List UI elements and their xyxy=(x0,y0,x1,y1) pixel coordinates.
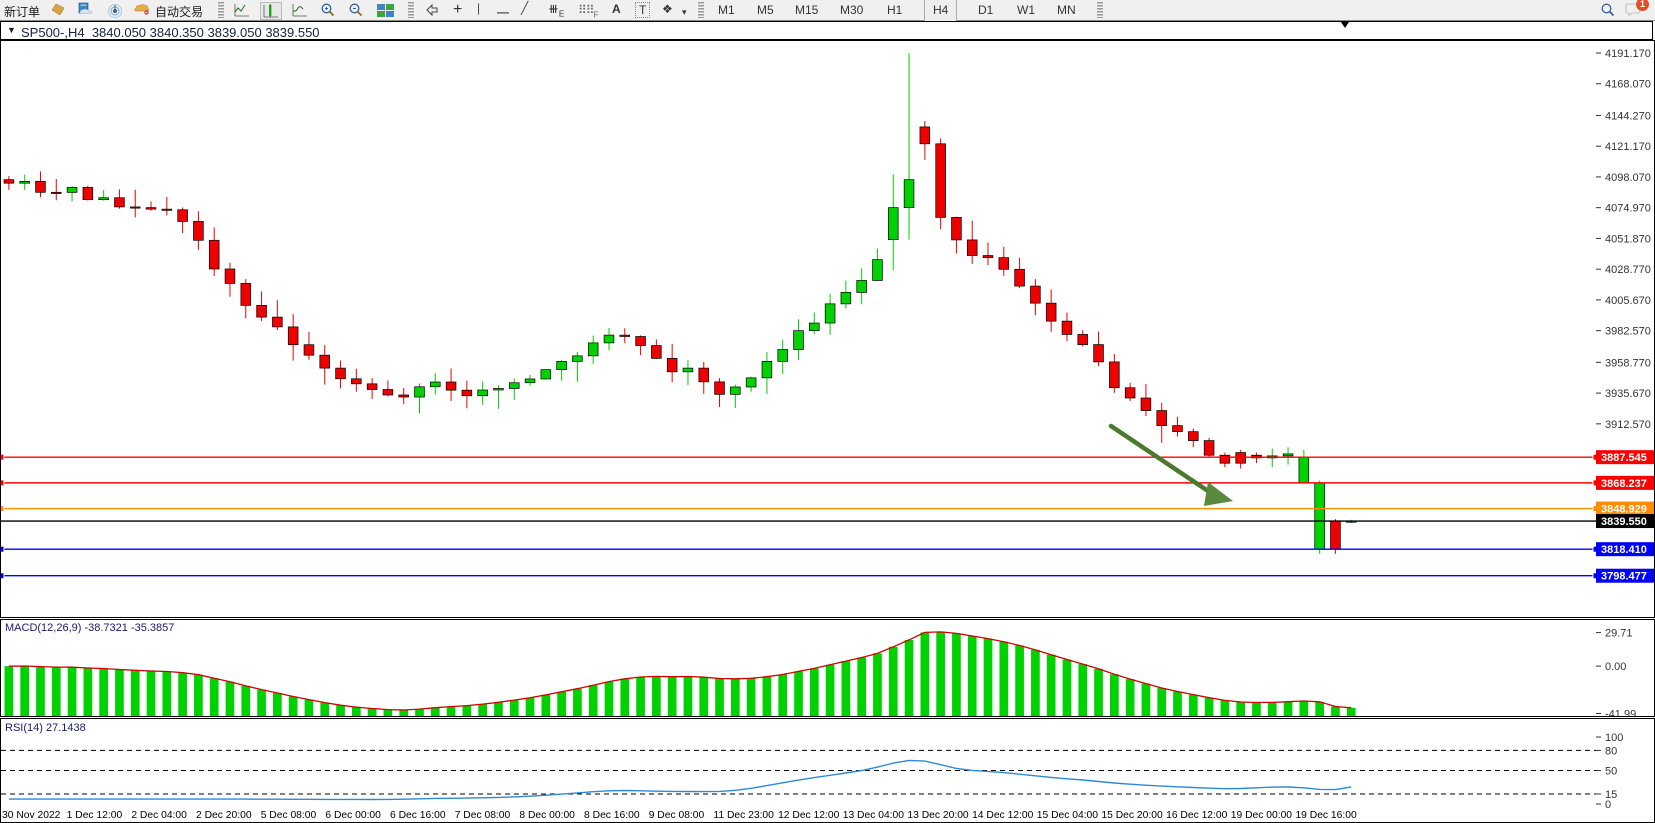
svg-text:3958.770: 3958.770 xyxy=(1605,357,1651,369)
svg-text:11 Dec 23:00: 11 Dec 23:00 xyxy=(713,810,774,821)
svg-text:7 Dec 08:00: 7 Dec 08:00 xyxy=(455,810,511,821)
svg-text:4168.070: 4168.070 xyxy=(1605,79,1651,91)
svg-text:-41.99: -41.99 xyxy=(1605,708,1636,717)
svg-text:5 Dec 08:00: 5 Dec 08:00 xyxy=(261,810,317,821)
svg-text:100: 100 xyxy=(1605,732,1623,744)
svg-text:0.00: 0.00 xyxy=(1605,661,1626,673)
svg-text:4121.170: 4121.170 xyxy=(1605,141,1651,153)
svg-text:9 Dec 08:00: 9 Dec 08:00 xyxy=(649,810,705,821)
svg-text:4028.770: 4028.770 xyxy=(1605,264,1651,276)
svg-text:1 Dec 12:00: 1 Dec 12:00 xyxy=(67,810,123,821)
svg-text:4191.170: 4191.170 xyxy=(1605,48,1651,60)
svg-text:4144.270: 4144.270 xyxy=(1605,110,1651,122)
svg-text:3839.550: 3839.550 xyxy=(1601,516,1647,528)
svg-text:4098.070: 4098.070 xyxy=(1605,172,1651,184)
svg-text:3912.570: 3912.570 xyxy=(1605,419,1651,431)
svg-text:15 Dec 20:00: 15 Dec 20:00 xyxy=(1101,810,1163,821)
svg-text:19 Dec 16:00: 19 Dec 16:00 xyxy=(1295,810,1357,821)
svg-text:19 Dec 00:00: 19 Dec 00:00 xyxy=(1231,810,1293,821)
svg-text:29.71: 29.71 xyxy=(1605,628,1633,640)
svg-text:4051.870: 4051.870 xyxy=(1605,233,1651,245)
svg-text:3798.477: 3798.477 xyxy=(1601,571,1647,583)
svg-text:3818.410: 3818.410 xyxy=(1601,544,1647,556)
svg-text:2 Dec 20:00: 2 Dec 20:00 xyxy=(196,810,252,821)
svg-text:0: 0 xyxy=(1605,799,1611,811)
svg-text:16 Dec 12:00: 16 Dec 12:00 xyxy=(1166,810,1228,821)
svg-text:8 Dec 16:00: 8 Dec 16:00 xyxy=(584,810,640,821)
svg-text:12 Dec 12:00: 12 Dec 12:00 xyxy=(778,810,840,821)
svg-text:3887.545: 3887.545 xyxy=(1601,452,1647,464)
svg-text:2 Dec 04:00: 2 Dec 04:00 xyxy=(131,810,187,821)
svg-text:3982.570: 3982.570 xyxy=(1605,326,1651,338)
svg-text:6 Dec 16:00: 6 Dec 16:00 xyxy=(390,810,446,821)
svg-text:4074.970: 4074.970 xyxy=(1605,203,1651,215)
svg-text:50: 50 xyxy=(1605,766,1617,778)
svg-text:3935.670: 3935.670 xyxy=(1605,388,1651,400)
svg-text:4005.670: 4005.670 xyxy=(1605,295,1651,307)
svg-text:3868.237: 3868.237 xyxy=(1601,478,1647,490)
svg-text:3848.929: 3848.929 xyxy=(1601,504,1647,516)
svg-text:15 Dec 04:00: 15 Dec 04:00 xyxy=(1037,810,1099,821)
svg-text:RSI(14) 27.1438: RSI(14) 27.1438 xyxy=(5,722,86,734)
svg-text:13 Dec 20:00: 13 Dec 20:00 xyxy=(907,810,969,821)
svg-text:13 Dec 04:00: 13 Dec 04:00 xyxy=(843,810,905,821)
svg-text:MACD(12,26,9) -38.7321 -35.385: MACD(12,26,9) -38.7321 -35.3857 xyxy=(5,622,174,634)
svg-text:14 Dec 12:00: 14 Dec 12:00 xyxy=(972,810,1034,821)
svg-text:6 Dec 00:00: 6 Dec 00:00 xyxy=(325,810,381,821)
svg-text:80: 80 xyxy=(1605,745,1617,757)
svg-text:30 Nov 2022: 30 Nov 2022 xyxy=(2,810,61,821)
svg-text:8 Dec 00:00: 8 Dec 00:00 xyxy=(519,810,575,821)
